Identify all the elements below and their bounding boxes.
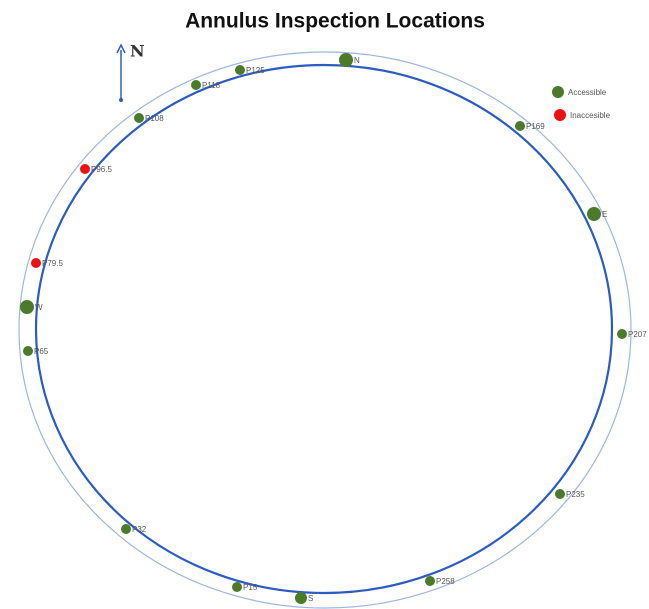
location-label: P79.5 [42, 259, 63, 268]
location-label: P125 [246, 66, 265, 75]
location-label: P118 [202, 81, 221, 90]
location-marker [617, 329, 627, 339]
legend-label: Accessible [568, 88, 607, 97]
location-marker [587, 207, 601, 221]
location-label: P32 [132, 525, 147, 534]
compass-label: N [130, 42, 145, 61]
location-marker [20, 300, 34, 314]
compass-base [119, 98, 123, 102]
location-marker [555, 489, 565, 499]
legend-marker [554, 109, 566, 121]
location-marker [191, 80, 201, 90]
inner-ring [34, 63, 614, 595]
location-marker [134, 113, 144, 123]
compass-head [116, 43, 126, 54]
location-marker [295, 592, 307, 604]
location-marker [80, 164, 90, 174]
location-marker [31, 258, 41, 268]
location-label: P207 [628, 330, 647, 339]
location-marker [121, 524, 131, 534]
location-marker [425, 576, 435, 586]
location-label: P258 [436, 577, 455, 586]
location-label: P235 [566, 490, 585, 499]
title: Annulus Inspection Locations [185, 10, 485, 33]
location-label: S [308, 594, 313, 603]
location-label: N [354, 56, 360, 65]
legend-marker [552, 86, 564, 98]
location-label: P169 [526, 122, 545, 131]
location-label: E [602, 210, 607, 219]
location-marker [232, 582, 242, 592]
location-label: P65 [34, 347, 49, 356]
location-label: P108 [145, 114, 164, 123]
location-marker [339, 53, 353, 67]
location-marker [23, 346, 33, 356]
location-label: P15 [243, 583, 258, 592]
location-label: W [35, 303, 43, 312]
location-marker [515, 121, 525, 131]
legend-label: Inaccesible [570, 111, 611, 120]
outer-ring [18, 51, 632, 609]
location-label: P96.5 [91, 165, 112, 174]
location-marker [235, 65, 245, 75]
